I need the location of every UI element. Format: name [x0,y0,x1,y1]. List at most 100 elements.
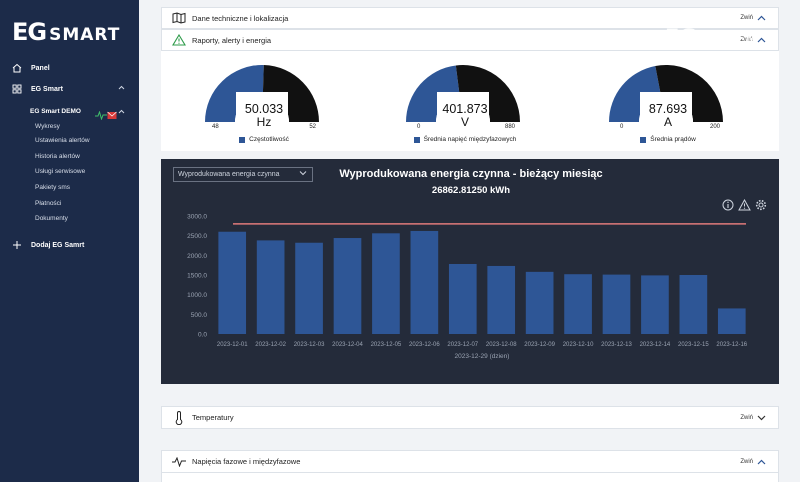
panel-voltages-header[interactable]: Napięcia fazowe i międzyfazowe Zwiń [161,450,779,473]
sidebar-item-eg-smart[interactable]: EG Smart [12,84,127,94]
svg-text:SYSTEM: SYSTEM [698,32,758,46]
info-icon[interactable] [722,199,734,211]
gauge-hole [639,95,693,122]
bar[interactable] [372,233,400,334]
bar[interactable] [295,242,323,334]
collapse-toggle[interactable]: Zwiń [740,37,766,43]
gauge-legend[interactable]: Średnia prądów [608,136,728,143]
gauge-value: 50.033 [244,102,284,116]
logo[interactable]: EG SMART [12,18,120,44]
x-tick-label: 2023-12-07 [447,342,478,348]
gauge-voltage: 401.873 V 0 880 Średnia napięć międzyfaz… [405,62,530,146]
sidebar-item-panel[interactable]: Panel [12,63,50,73]
x-tick-label: 2023-12-16 [716,342,747,348]
mail-alert-icon [107,107,117,125]
legend-label: Średnia napięć międzyfazowych [423,136,517,143]
sidebar: EG SMART Panel EG Smart EG Smart DEMO Wy… [0,0,139,482]
panel-reports-title: Raporty, alerty i energia [192,35,272,45]
x-axis-label: 2023-12-29 (dzien) [455,353,510,360]
legend-swatch [413,136,420,143]
gauge-max: 200 [709,124,720,130]
device-label: EG Smart DEMO [30,108,81,115]
gauge-unit: A [663,115,672,129]
watermark-logo: EG SYSTEM [665,25,775,57]
x-tick-label: 2023-12-03 [294,342,325,348]
bar[interactable] [487,265,516,334]
collapse-label: Zwiń [740,414,753,421]
collapse-toggle[interactable]: Zwiń [740,15,766,21]
bar[interactable] [256,240,285,334]
device-item[interactable]: EG Smart DEMO [30,108,81,115]
bar[interactable] [448,263,477,334]
expand-toggle[interactable]: Zwiń [740,415,766,421]
bar[interactable] [641,275,669,334]
thermometer-icon [172,410,186,425]
gauge-current: 87.693 A 0 200 Średnia prądów [608,62,728,146]
panel-temps-title: Temperatury [192,413,234,422]
sidebar-sub-documents[interactable]: Dokumenty [35,215,68,222]
energy-bar-chart: 0.0 500.0 1000.0 1500.0 2000.0 2500.0 3000.0 20… [187,214,748,361]
home-icon [12,63,22,73]
x-tick-label: 2023-12-05 [371,342,402,348]
sidebar-sub-alert-settings[interactable]: Ustawienia alertów [35,137,90,144]
gauge-rest-arc [262,65,319,122]
gauge-legend[interactable]: Średnia napięć międzyfazowych [405,136,525,143]
chart-title: Wyprodukowana energia czynna - bieżący m… [339,168,603,180]
chevron-down-icon [757,415,766,420]
sidebar-sub-sms[interactable]: Pakiety sms [35,184,71,191]
select-value: Wyprodukowana energia czynna [178,171,280,178]
x-tick-label: 2023-12-06 [409,342,440,348]
x-tick-label: 2023-12-08 [486,342,517,348]
warning-triangle-icon [172,33,186,47]
bar[interactable] [218,231,247,334]
x-tick-label: 2023-12-10 [563,342,594,348]
x-tick-label: 2023-12-04 [332,342,363,348]
sidebar-sub-services[interactable]: Usługi serwisowe [35,168,86,175]
x-tick-label: 2023-12-13 [601,342,632,348]
x-tick-label: 2023-12-02 [255,342,286,348]
chevron-up-icon[interactable] [118,109,125,116]
gauge-fill-arc [205,65,264,122]
bar[interactable] [525,271,554,334]
chevron-up-icon [757,15,766,21]
bar[interactable] [602,274,631,334]
logo-smart: SMART [49,25,121,45]
sidebar-sub-alert-history[interactable]: Historia alertów [35,153,80,160]
gauge-max: 880 [505,124,516,130]
bar[interactable] [717,308,746,334]
bar[interactable] [410,230,439,334]
gauge-min: 0 [620,124,624,130]
y-tick-label: 0.0 [198,332,207,339]
panel-reports-header[interactable]: Raporty, alerty i energia Zwiń [161,29,779,51]
x-tick-label: 2023-12-01 [217,342,248,348]
bar[interactable] [333,238,362,334]
grid-icon [12,84,22,94]
y-tick-label: 2000.0 [187,253,207,260]
gauge-unit: Hz [256,115,272,129]
sidebar-sub-payments[interactable]: Płatności [35,200,62,207]
collapse-label: Zwiń [740,15,753,21]
gauge-fill-arc [406,65,460,122]
sidebar-sub-wykresy[interactable]: Wykresy [35,123,60,130]
panel-temps-header[interactable]: Temperatury Zwiń [161,406,779,429]
gauge-fill-arc [609,66,661,122]
sidebar-item-label: Dodaj EG Samrt [31,241,85,249]
panel-tech-header[interactable]: Dane techniczne i lokalizacja Zwiń [161,7,779,29]
sidebar-item-add[interactable]: Dodaj EG Samrt [12,240,84,250]
chart-metric-select[interactable]: Wyprodukowana energia czynna [173,167,313,182]
panel-voltages-body [161,473,779,482]
svg-text:EG: EG [665,26,697,49]
bar[interactable] [679,275,708,334]
collapse-toggle[interactable]: Zwiń [740,459,766,465]
chevron-up-icon[interactable] [118,85,125,92]
y-tick-label: 500.0 [191,312,208,319]
bar[interactable] [564,274,592,334]
pulse-icon [172,455,186,469]
legend-label: Średnia prądów [650,136,696,143]
warning-icon[interactable] [738,199,751,211]
gauge-max: 52 [309,124,316,130]
collapse-label: Zwiń [740,458,753,465]
gauge-legend[interactable]: Częstotliwość [204,136,324,143]
gauge-unit: V [460,115,469,129]
gear-icon[interactable] [755,199,767,211]
